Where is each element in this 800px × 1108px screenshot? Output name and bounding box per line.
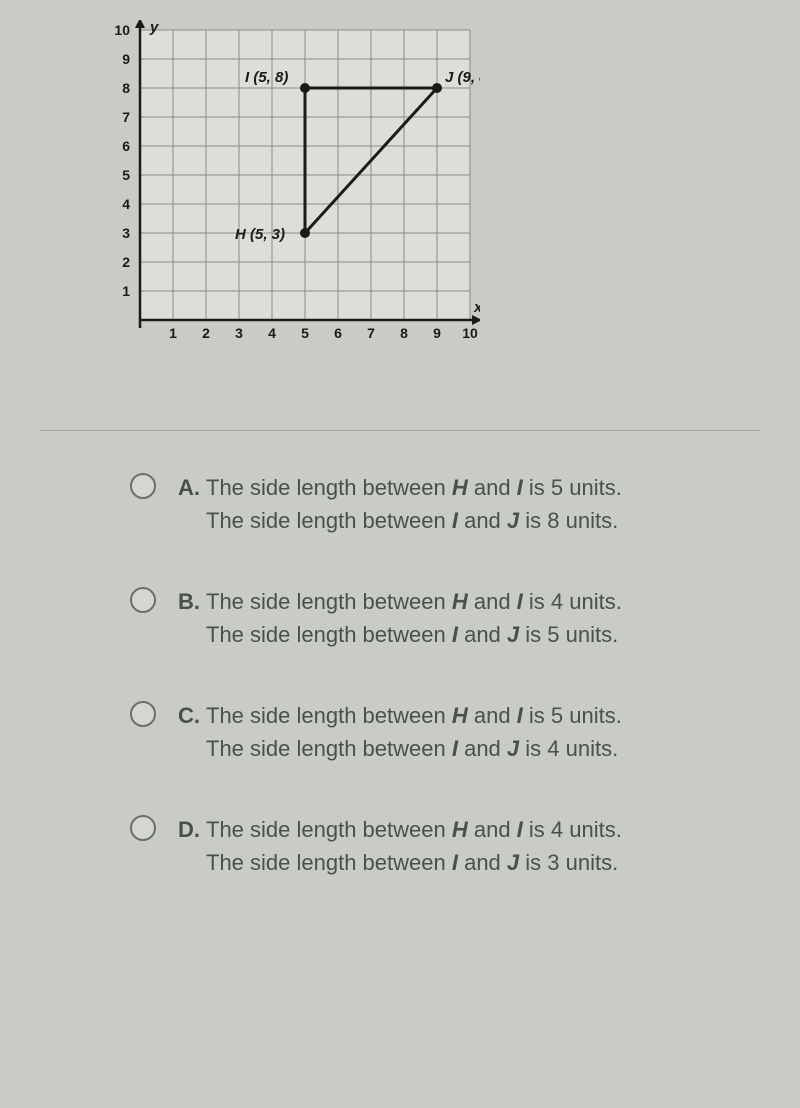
- svg-text:6: 6: [334, 325, 342, 341]
- option-letter: C.: [178, 699, 206, 732]
- svg-text:10: 10: [114, 22, 130, 38]
- answer-option[interactable]: C.The side length between H and I is 5 u…: [130, 699, 760, 765]
- option-text: A.The side length between H and I is 5 u…: [178, 471, 622, 537]
- svg-text:7: 7: [122, 109, 130, 125]
- svg-text:10: 10: [462, 325, 478, 341]
- option-letter: D.: [178, 813, 206, 846]
- svg-text:3: 3: [122, 225, 130, 241]
- option-text: D.The side length between H and I is 4 u…: [178, 813, 622, 879]
- answer-option[interactable]: B.The side length between H and I is 4 u…: [130, 585, 760, 651]
- coordinate-graph: 1 2 3 4 5 6 7 8 9 10 1 2 3 4 5 6 7 8 9 10 y x I (5, 8) J (9, 8)…: [100, 20, 480, 350]
- option-text: B.The side length between H and I is 4 u…: [178, 585, 622, 651]
- svg-text:y: y: [149, 20, 159, 36]
- svg-text:8: 8: [400, 325, 408, 341]
- svg-text:9: 9: [433, 325, 441, 341]
- svg-text:8: 8: [122, 80, 130, 96]
- svg-text:5: 5: [301, 325, 309, 341]
- svg-text:2: 2: [202, 325, 210, 341]
- answer-options: A.The side length between H and I is 5 u…: [40, 471, 760, 879]
- answer-option[interactable]: A.The side length between H and I is 5 u…: [130, 471, 760, 537]
- option-text: C.The side length between H and I is 5 u…: [178, 699, 622, 765]
- svg-text:2: 2: [122, 254, 130, 270]
- svg-text:3: 3: [235, 325, 243, 341]
- svg-text:1: 1: [169, 325, 177, 341]
- option-letter: B.: [178, 585, 206, 618]
- svg-text:1: 1: [122, 283, 130, 299]
- svg-text:J (9, 8): J (9, 8): [445, 69, 480, 86]
- svg-text:7: 7: [367, 325, 375, 341]
- section-divider: [40, 430, 760, 431]
- svg-text:5: 5: [122, 167, 130, 183]
- svg-text:6: 6: [122, 138, 130, 154]
- svg-text:H (5, 3): H (5, 3): [235, 226, 285, 243]
- svg-text:4: 4: [122, 196, 130, 212]
- radio-button[interactable]: [130, 815, 156, 841]
- svg-text:I (5, 8): I (5, 8): [245, 69, 288, 86]
- svg-text:9: 9: [122, 51, 130, 67]
- svg-text:x: x: [473, 299, 480, 316]
- graph-svg: 1 2 3 4 5 6 7 8 9 10 1 2 3 4 5 6 7 8 9 10 y x I (5, 8) J (9, 8)…: [100, 20, 480, 350]
- radio-button[interactable]: [130, 473, 156, 499]
- radio-button[interactable]: [130, 587, 156, 613]
- svg-text:4: 4: [268, 325, 276, 341]
- option-letter: A.: [178, 471, 206, 504]
- answer-option[interactable]: D.The side length between H and I is 4 u…: [130, 813, 760, 879]
- radio-button[interactable]: [130, 701, 156, 727]
